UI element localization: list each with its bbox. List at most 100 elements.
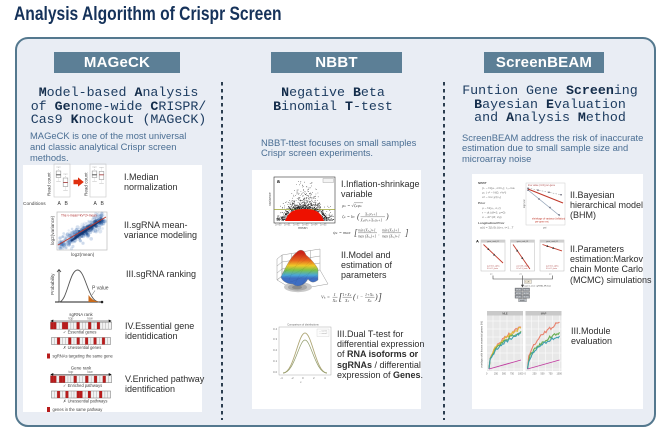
svg-text:1+Xₖ: 1+Xₖ bbox=[343, 292, 352, 297]
svg-text:FC=2.5_beta: FC=2.5_beta bbox=[517, 267, 529, 270]
svg-text:A: A bbox=[94, 201, 98, 207]
svg-text:MLE: MLE bbox=[502, 311, 508, 315]
svg-text:mean: mean bbox=[298, 226, 308, 230]
svg-text:x: x bbox=[300, 380, 302, 384]
svg-text:psi: psi bbox=[543, 226, 547, 230]
svg-text:overlaps with known essential: overlaps with known essential genes (%) bbox=[480, 321, 484, 368]
svg-text:Prior: Prior bbox=[478, 201, 486, 205]
svg-text:— norm2: — norm2 bbox=[319, 333, 328, 335]
svg-text:0.1: 0.1 bbox=[273, 359, 278, 363]
svg-text:0: 0 bbox=[525, 373, 527, 376]
svg-text:a: a bbox=[277, 179, 280, 185]
svg-text:): ) bbox=[374, 293, 378, 302]
svg-text:MCMC: MCMC bbox=[524, 293, 530, 295]
svg-text:✗ Unessential genes: ✗ Unessential genes bbox=[63, 345, 101, 350]
svg-text:variance: variance bbox=[268, 192, 272, 206]
svg-text:(: ( bbox=[357, 212, 361, 221]
svg-text:1: 1 bbox=[334, 292, 336, 297]
svg-text:low: low bbox=[88, 317, 94, 321]
svg-text:MCMC: MCMC bbox=[524, 297, 530, 299]
svg-text:low: low bbox=[88, 370, 94, 374]
svg-text:gene_rank_01: gene_rank_01 bbox=[546, 241, 558, 243]
svg-text:Comparison of distributions: Comparison of distributions bbox=[287, 323, 319, 327]
svg-text:true value (n=2) per-gene: true value (n=2) per-gene bbox=[528, 184, 556, 187]
svg-text:top: top bbox=[69, 370, 74, 374]
svg-text:]: ] bbox=[404, 228, 409, 238]
svg-text:p=0.001_alpha: p=0.001_alpha bbox=[487, 266, 501, 268]
svg-text:sgRNA rank: sgRNA rank bbox=[69, 312, 93, 317]
svg-text:μₖ | τ² ~ N(0, τ²σ²): μₖ | τ² ~ N(0, τ²σ²) bbox=[482, 191, 506, 195]
svg-text:p=0.001_alpha: p=0.001_alpha bbox=[546, 266, 560, 268]
svg-text:B: B bbox=[101, 201, 105, 207]
svg-text:max (Xₖᵢ)+1: max (Xₖᵢ)+1 bbox=[382, 235, 400, 239]
svg-text:MCMC: MCMC bbox=[516, 289, 522, 291]
svg-text:2: 2 bbox=[313, 376, 315, 380]
svg-text:per-gene est.: per-gene est. bbox=[535, 221, 549, 224]
svg-text:log2(mean): log2(mean) bbox=[71, 252, 95, 257]
svg-text:max (Xₖₐ)+1: max (Xₖₐ)+1 bbox=[358, 235, 376, 239]
svg-text:Conditions: Conditions bbox=[23, 201, 46, 207]
svg-text:1e+00: 1e+00 bbox=[275, 225, 282, 227]
svg-text:Vₖ =: Vₖ = bbox=[321, 295, 330, 300]
svg-text:result: result bbox=[520, 299, 525, 302]
svg-text:1e+05: 1e+05 bbox=[320, 225, 327, 227]
svg-text:Xₖ: Xₖ bbox=[367, 298, 372, 303]
svg-text:MAP: MAP bbox=[541, 311, 547, 315]
svg-text:(: ( bbox=[353, 293, 357, 302]
svg-text:500: 500 bbox=[541, 373, 546, 376]
svg-text:750: 750 bbox=[510, 373, 515, 376]
svg-text:shrinkage of variance (inflati: shrinkage of variance (inflation) bbox=[532, 218, 565, 221]
svg-text:psi: psi bbox=[520, 274, 523, 276]
svg-text:Read count: Read count bbox=[47, 172, 52, 196]
svg-text:P value: P value bbox=[92, 286, 109, 292]
svg-text:750: 750 bbox=[549, 373, 554, 376]
svg-text:Xₖσ²ₖ+1: Xₖσ²ₖ+1 bbox=[364, 213, 378, 217]
svg-text:ρₖ = √ζₖφₖ: ρₖ = √ζₖφₖ bbox=[341, 203, 362, 208]
svg-text:FC=2.5_beta: FC=2.5_beta bbox=[546, 267, 558, 270]
svg-text:]: ] bbox=[377, 292, 382, 303]
svg-text:B: B bbox=[65, 201, 69, 207]
svg-text:1000: 1000 bbox=[557, 373, 563, 376]
svg-text:0.4: 0.4 bbox=[273, 327, 278, 331]
svg-text:4: 4 bbox=[324, 376, 326, 380]
svg-text:[: [ bbox=[339, 292, 344, 303]
svg-text:genes in the same pathway: genes in the same pathway bbox=[53, 407, 104, 412]
svg-text:[: [ bbox=[354, 228, 358, 238]
svg-text:LLR: LLR bbox=[526, 282, 530, 284]
svg-text:σ² ~ Inv-χ²(ν₀): σ² ~ Inv-χ²(ν₀) bbox=[482, 195, 501, 199]
svg-text:log2(variance): log2(variance) bbox=[50, 215, 55, 245]
svg-text:✓ Enriched pathways: ✓ Enriched pathways bbox=[63, 383, 102, 388]
svg-text:sgRNAs targeting the same gene: sgRNAs targeting the same gene bbox=[53, 354, 114, 359]
svg-text:(gene-wise sgRNA_llR.bar): (gene-wise sgRNA_llR.bar) bbox=[525, 285, 552, 288]
svg-text:1e+01: 1e+01 bbox=[284, 225, 291, 227]
svg-text:gene_rank_01: gene_rank_01 bbox=[517, 241, 529, 243]
svg-text:ψₖ = max: ψₖ = max bbox=[333, 230, 351, 235]
svg-text:Gene rank: Gene rank bbox=[71, 366, 92, 371]
svg-text:250: 250 bbox=[533, 373, 538, 376]
svg-text:σ ~ dt⁺(df, 2μ): σ ~ dt⁺(df, 2μ) bbox=[482, 215, 502, 219]
svg-text:psi: psi bbox=[490, 274, 493, 276]
svg-text:Xₖ: Xₖ bbox=[332, 298, 338, 303]
svg-text:0.2: 0.2 bbox=[273, 348, 278, 352]
svg-text:0: 0 bbox=[302, 376, 304, 380]
svg-text:μ ~ N(μ₀, σ₀²): μ ~ N(μ₀, σ₀²) bbox=[482, 206, 501, 210]
svg-text:,: , bbox=[379, 232, 380, 237]
svg-text:1e+04: 1e+04 bbox=[311, 225, 318, 227]
svg-text:The v-mean=kV^2+mean: The v-mean=kV^2+mean bbox=[61, 214, 97, 218]
svg-text:min (Xₖᵢ)+1: min (Xₖᵢ)+1 bbox=[382, 229, 399, 233]
svg-text:1e+03: 1e+03 bbox=[302, 225, 309, 227]
svg-text:-4: -4 bbox=[280, 376, 283, 380]
svg-text:ŷₖ ~ N(μₖ, σ²/n₀); τ₀~Ga: ŷₖ ~ N(μₖ, σ²/n₀); τ₀~Ga bbox=[482, 186, 515, 190]
svg-text:Probability: Probability bbox=[50, 273, 55, 295]
svg-text:0.0: 0.0 bbox=[273, 370, 278, 374]
svg-text:min (Xₖₐ)+1: min (Xₖₐ)+1 bbox=[358, 229, 376, 233]
svg-text:MCMC: MCMC bbox=[524, 289, 530, 291]
svg-text:1e+02: 1e+02 bbox=[293, 225, 300, 227]
svg-text:0.3: 0.3 bbox=[273, 337, 278, 341]
svg-text:✓ Essential genes: ✓ Essential genes bbox=[63, 330, 96, 335]
svg-text:-2: -2 bbox=[291, 376, 294, 380]
svg-text:A: A bbox=[476, 239, 479, 244]
svg-text:NBBT: NBBT bbox=[478, 181, 487, 185]
svg-text:top: top bbox=[69, 317, 74, 321]
svg-text:250: 250 bbox=[494, 373, 499, 376]
